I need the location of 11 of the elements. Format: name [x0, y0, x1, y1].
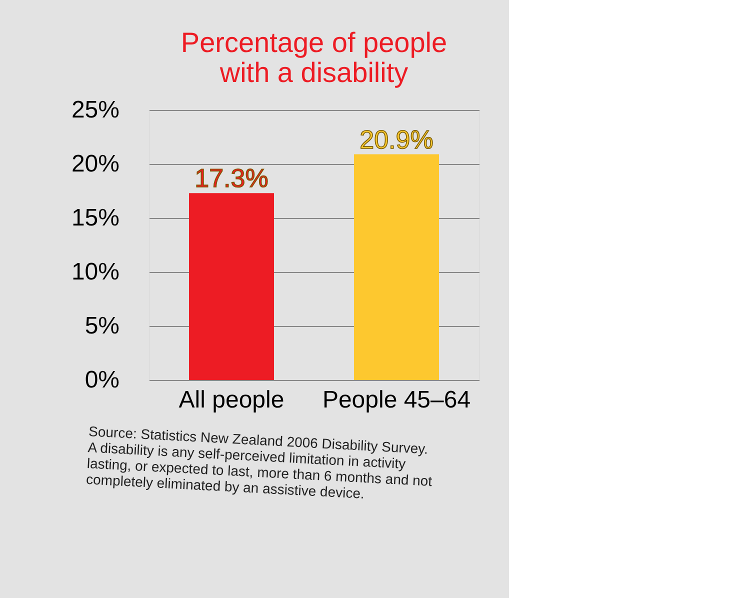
y-tick-label: 20% — [71, 150, 120, 178]
y-tick-label: 0% — [84, 366, 120, 394]
chart-title: Percentage of people with a disability — [180, 27, 448, 88]
x-tick-label: People 45–64 — [322, 386, 471, 414]
data-label: 20.9% — [360, 124, 434, 154]
x-tick-label: All people — [178, 386, 284, 414]
y-tick-label: 15% — [71, 204, 120, 232]
y-tick-label: 5% — [84, 312, 120, 340]
data-label: 17.3% — [194, 163, 268, 194]
y-tick-label: 10% — [71, 258, 120, 286]
y-tick-label: 25% — [71, 96, 120, 124]
